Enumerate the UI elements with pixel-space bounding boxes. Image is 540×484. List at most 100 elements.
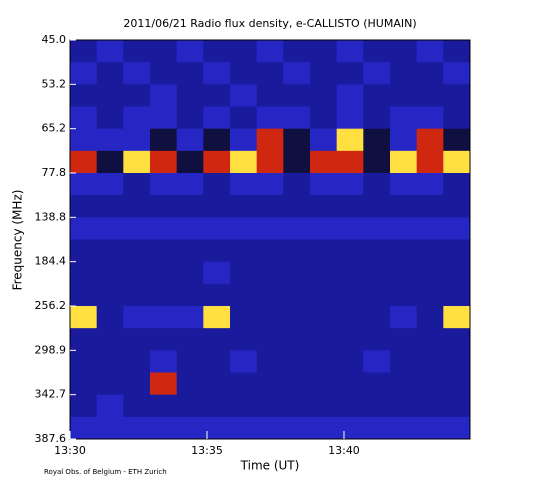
- heatmap-cell: [283, 261, 311, 285]
- heatmap-cell: [443, 40, 471, 63]
- heatmap-cell: [443, 350, 471, 373]
- heatmap-cell: [416, 150, 444, 174]
- heatmap-cell: [70, 62, 98, 85]
- heatmap-cell: [283, 173, 311, 196]
- heatmap-cell: [176, 106, 204, 130]
- heatmap-cell: [230, 416, 258, 440]
- heatmap-cell: [176, 416, 204, 440]
- heatmap-cell: [230, 350, 258, 373]
- heatmap-cell: [256, 106, 284, 130]
- y-tick-label: 387.6: [35, 432, 67, 445]
- heatmap-cell: [96, 306, 124, 329]
- heatmap-cell: [70, 106, 98, 130]
- heatmap-cell: [310, 40, 338, 63]
- heatmap-cell: [390, 217, 418, 240]
- heatmap-cell: [96, 150, 124, 174]
- heatmap-cell: [176, 350, 204, 373]
- heatmap-cell: [176, 84, 204, 107]
- heatmap-cell: [176, 394, 204, 418]
- heatmap-cell: [363, 350, 391, 373]
- heatmap-cell: [150, 239, 178, 263]
- heatmap-cell: [230, 283, 258, 307]
- heatmap-cell: [203, 128, 231, 152]
- x-axis-label: Time (UT): [240, 459, 300, 473]
- heatmap-cell: [310, 350, 338, 373]
- heatmap-cell: [176, 372, 204, 396]
- heatmap-cell: [336, 261, 364, 285]
- heatmap-cell: [230, 239, 258, 263]
- heatmap-cell: [390, 394, 418, 418]
- heatmap-cell: [283, 372, 311, 396]
- heatmap-cell: [176, 261, 204, 285]
- heatmap-cell: [256, 328, 284, 351]
- chart-title: 2011/06/21 Radio flux density, e-CALLIST…: [123, 17, 416, 30]
- heatmap-cell: [443, 416, 471, 440]
- heatmap-cell: [256, 173, 284, 196]
- heatmap-cell: [70, 128, 98, 152]
- heatmap-cell: [310, 416, 338, 440]
- heatmap-cell: [310, 261, 338, 285]
- heatmap-cell: [203, 217, 231, 240]
- x-tick-label: 13:40: [328, 444, 360, 457]
- heatmap-cell: [310, 217, 338, 240]
- heatmap-cell: [203, 84, 231, 107]
- heatmap-cell: [390, 328, 418, 351]
- heatmap-cell: [443, 62, 471, 85]
- heatmap-cell: [230, 173, 258, 196]
- heatmap-cell: [150, 394, 178, 418]
- heatmap-cell: [70, 350, 98, 373]
- heatmap-cell: [310, 372, 338, 396]
- heatmap-cell: [363, 306, 391, 329]
- heatmap-cell: [310, 173, 338, 196]
- heatmap-cell: [123, 394, 151, 418]
- heatmap-cell: [123, 84, 151, 107]
- heatmap-cell: [310, 394, 338, 418]
- y-tick-label: 65.2: [42, 122, 67, 135]
- heatmap-cell: [390, 173, 418, 196]
- heatmap-cell: [96, 40, 124, 63]
- heatmap-cell: [283, 40, 311, 63]
- heatmap-cell: [203, 40, 231, 63]
- plot-frame: [69, 39, 471, 440]
- heatmap-cell: [176, 40, 204, 63]
- heatmap-cell: [70, 40, 98, 63]
- heatmap-cell: [443, 306, 471, 329]
- heatmap-cell: [96, 416, 124, 440]
- heatmap-cell: [283, 283, 311, 307]
- heatmap-cell: [96, 394, 124, 418]
- heatmap-cell: [416, 394, 444, 418]
- heatmap-cell: [123, 106, 151, 130]
- heatmap-cell: [310, 239, 338, 263]
- heatmap-cell: [70, 239, 98, 263]
- heatmap-cell: [123, 416, 151, 440]
- heatmap-cell: [70, 283, 98, 307]
- heatmap-cell: [336, 84, 364, 107]
- heatmap-cell: [363, 328, 391, 351]
- heatmap-cell: [443, 128, 471, 152]
- heatmap-cell: [70, 261, 98, 285]
- heatmap-cell: [96, 173, 124, 196]
- heatmap-cell: [336, 283, 364, 307]
- heatmap-cell: [230, 84, 258, 107]
- heatmap-cell: [390, 306, 418, 329]
- heatmap-cell: [336, 195, 364, 218]
- heatmap-cell: [123, 372, 151, 396]
- heatmap-cell: [443, 239, 471, 263]
- heatmap-cell: [150, 173, 178, 196]
- heatmap-cell: [176, 328, 204, 351]
- heatmap-cell: [176, 128, 204, 152]
- heatmap-cell: [176, 173, 204, 196]
- heatmap-cell: [336, 416, 364, 440]
- heatmap-cell: [203, 195, 231, 218]
- heatmap-cell: [283, 84, 311, 107]
- heatmap-cell: [443, 195, 471, 218]
- heatmap-cell: [123, 350, 151, 373]
- heatmap-cell: [230, 394, 258, 418]
- heatmap-cell: [363, 283, 391, 307]
- heatmap-cell: [230, 306, 258, 329]
- heatmap-cell: [310, 150, 338, 174]
- heatmap-cell: [123, 328, 151, 351]
- heatmap-cell: [363, 394, 391, 418]
- heatmap-cell: [336, 350, 364, 373]
- heatmap-cell: [96, 261, 124, 285]
